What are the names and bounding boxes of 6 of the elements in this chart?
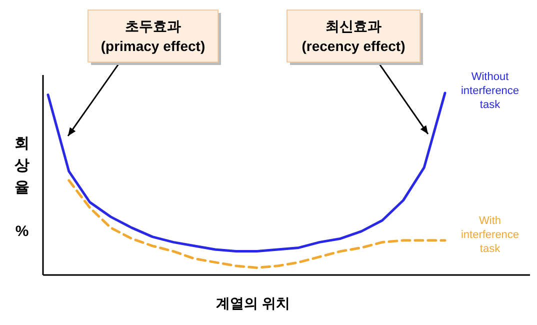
text: 초두효과 (primacy effect) [100,18,206,54]
x-axis-title: 계열의 위치 [216,295,290,311]
series-label: With interference task [460,215,520,255]
text: 회상율 % [14,135,30,240]
text: 최신효과 (recency effect) [302,18,406,54]
series-label: Without interference task [460,71,520,111]
